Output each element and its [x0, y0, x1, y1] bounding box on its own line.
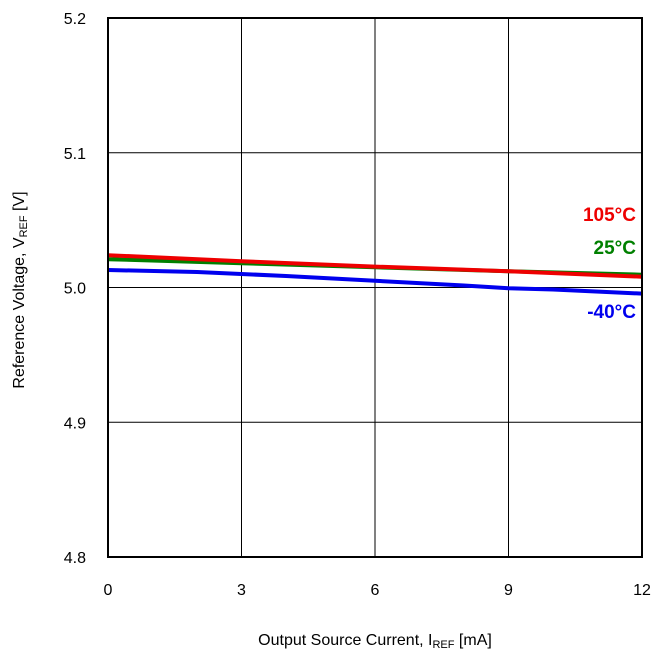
- plot-frame: [107, 17, 643, 558]
- y-axis-title: Reference Voltage, VREF [V]: [11, 191, 30, 388]
- series-line: [107, 268, 643, 296]
- y-tick-label: 5.1: [64, 146, 86, 163]
- y-tick-label: 5.0: [64, 281, 86, 298]
- x-tick-labels: 0 3 6 9 12: [104, 582, 651, 599]
- x-tick-label: 3: [237, 582, 246, 599]
- x-tick-label: 12: [633, 582, 651, 599]
- series-line: [107, 253, 643, 279]
- series-label: 25°C: [594, 238, 637, 259]
- y-tick-labels: 4.8 4.9 5.0 5.1 5.2: [64, 11, 86, 567]
- grid-lines: [108, 18, 642, 557]
- x-axis-title: Output Source Current, IREF [mA]: [258, 632, 492, 651]
- series-lines: [107, 253, 643, 296]
- x-tick-label: 0: [104, 582, 113, 599]
- series-labels: -40°C 25°C 105°C: [583, 205, 636, 323]
- y-tick-label: 4.9: [64, 415, 86, 432]
- series-label: 105°C: [583, 205, 636, 226]
- y-tick-label: 4.8: [64, 550, 86, 567]
- x-tick-label: 6: [371, 582, 380, 599]
- y-tick-label: 5.2: [64, 11, 86, 28]
- series-label: -40°C: [587, 302, 636, 323]
- x-tick-label: 9: [504, 582, 513, 599]
